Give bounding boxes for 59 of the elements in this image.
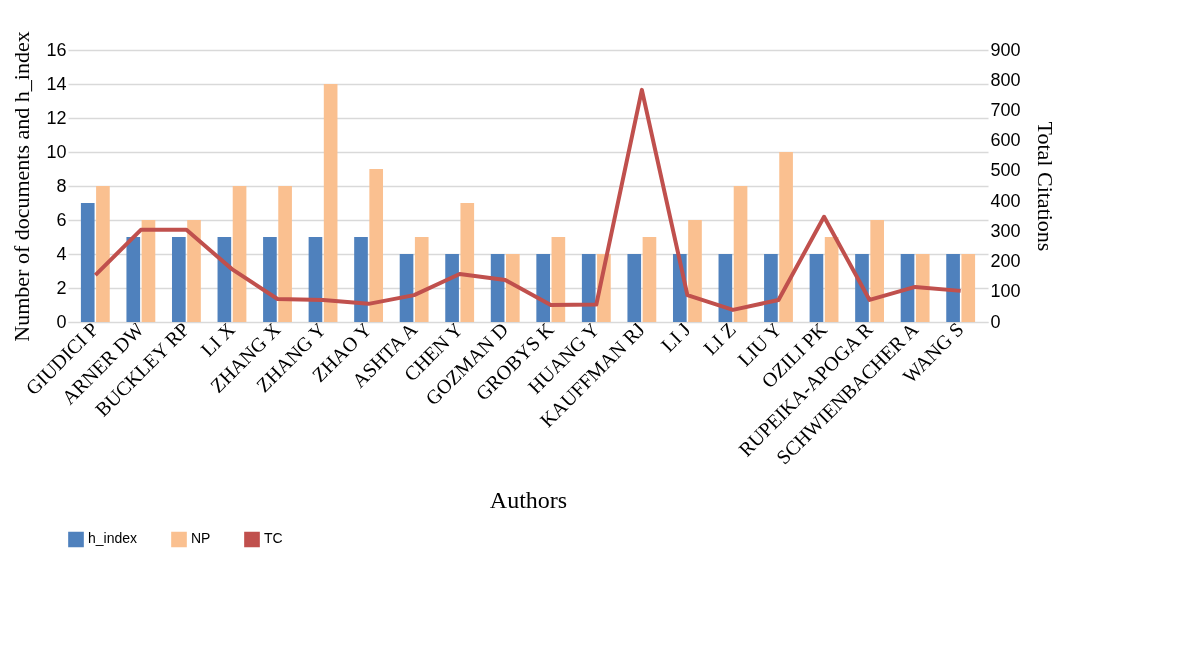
y2-tick-label: 800 bbox=[990, 69, 1021, 90]
y-tick-label: 4 bbox=[56, 243, 67, 264]
bar bbox=[141, 220, 156, 322]
y-tick-label: 16 bbox=[46, 39, 67, 60]
legend-label: TC bbox=[264, 530, 283, 547]
bar bbox=[171, 237, 186, 322]
bar bbox=[126, 237, 141, 322]
y2-tick-label: 200 bbox=[990, 251, 1021, 272]
y-tick-label: 2 bbox=[56, 277, 67, 298]
bar bbox=[642, 237, 657, 322]
legend-label: NP bbox=[191, 530, 211, 547]
bar bbox=[232, 186, 247, 322]
y2-axis-title: Total Citations bbox=[1032, 121, 1058, 252]
bar bbox=[733, 186, 748, 322]
bar bbox=[961, 254, 976, 322]
bar bbox=[627, 254, 642, 322]
bar bbox=[323, 84, 338, 322]
bar bbox=[915, 254, 930, 322]
y2-tick-label: 900 bbox=[990, 39, 1021, 60]
line-series bbox=[93, 87, 963, 312]
y2-tick-label: 0 bbox=[990, 311, 1001, 332]
y-tick-label: 12 bbox=[46, 107, 67, 128]
y-tick-label: 0 bbox=[56, 311, 67, 332]
bar bbox=[551, 237, 566, 322]
bar bbox=[80, 203, 95, 322]
x-tick-label: LI J bbox=[656, 317, 695, 356]
y2-tick-label: 500 bbox=[990, 160, 1021, 181]
bar bbox=[870, 220, 885, 322]
y-tick-label: 10 bbox=[46, 141, 67, 162]
bar bbox=[414, 237, 429, 322]
bar bbox=[460, 203, 475, 322]
bar bbox=[505, 254, 520, 322]
bar bbox=[187, 220, 201, 322]
bar bbox=[824, 237, 839, 322]
bar bbox=[263, 237, 277, 322]
bar bbox=[96, 186, 110, 322]
bar bbox=[536, 254, 551, 322]
y2-tick-label: 600 bbox=[990, 130, 1021, 151]
bar bbox=[278, 186, 292, 322]
y-axis-title: Number of documents and h_index bbox=[9, 31, 35, 342]
bar bbox=[764, 254, 778, 322]
bar bbox=[779, 152, 793, 322]
y2-tick-label: 300 bbox=[990, 220, 1021, 241]
bar bbox=[581, 254, 596, 322]
y-tick-label: 14 bbox=[46, 73, 67, 94]
bar bbox=[308, 237, 323, 322]
y-tick-label: 6 bbox=[56, 209, 67, 230]
bar bbox=[809, 254, 824, 322]
bar bbox=[688, 220, 702, 322]
bar bbox=[946, 254, 960, 322]
y2-tick-label: 700 bbox=[990, 99, 1021, 120]
legend-label: h_index bbox=[88, 530, 138, 547]
y2-tick-label: 100 bbox=[990, 281, 1021, 302]
bar bbox=[369, 169, 384, 322]
bar bbox=[354, 237, 368, 322]
y-tick-label: 8 bbox=[56, 175, 67, 196]
y2-tick-label: 400 bbox=[990, 190, 1021, 211]
x-axis-title: Authors bbox=[489, 487, 568, 514]
bar bbox=[445, 254, 459, 322]
